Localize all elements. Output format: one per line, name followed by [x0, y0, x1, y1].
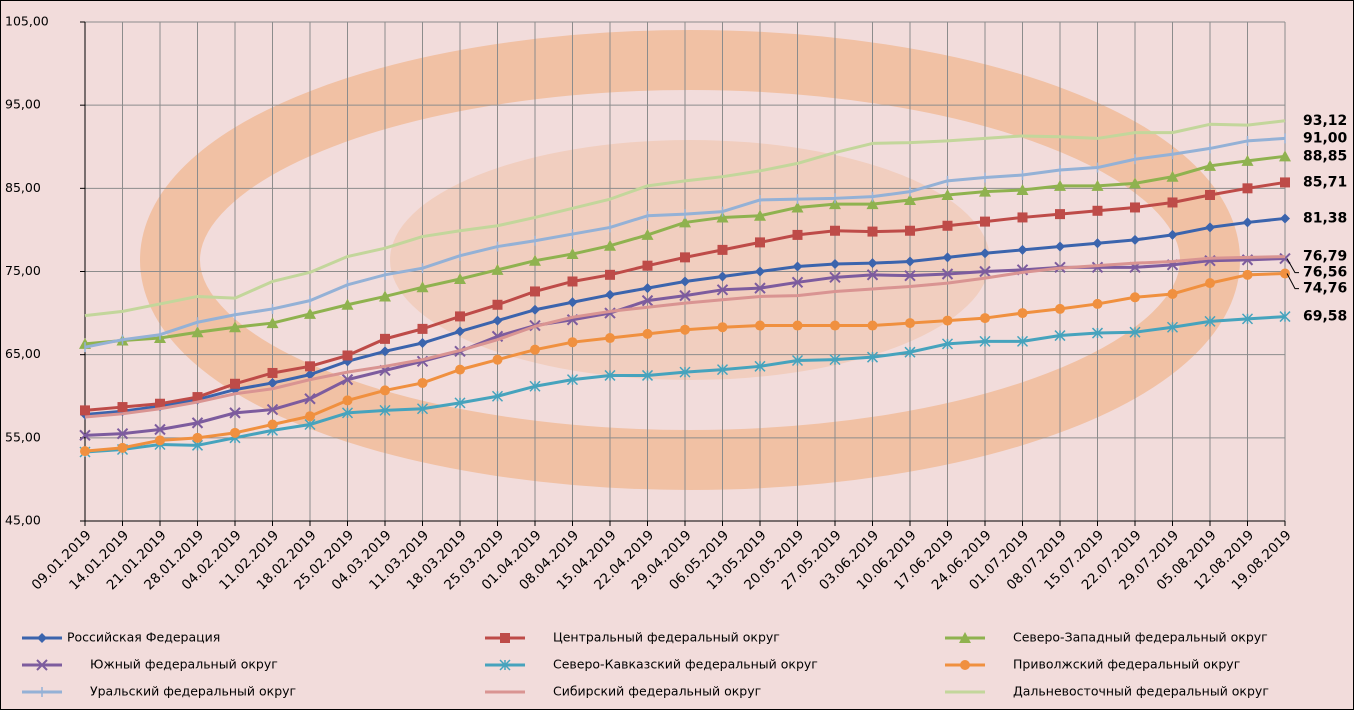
data-label: 88,85 — [1303, 148, 1347, 164]
marker — [1018, 212, 1028, 222]
data-label: 74,76 — [1303, 281, 1347, 297]
marker — [830, 226, 840, 236]
data-label: 93,12 — [1303, 113, 1347, 129]
chart: 45,0055,0065,0075,0085,0095,00105,0009.0… — [0, 0, 1354, 710]
legend-label: Северо-Западный федеральный округ — [1013, 630, 1268, 645]
marker — [980, 217, 990, 227]
marker — [343, 350, 353, 360]
marker — [305, 361, 315, 371]
marker — [793, 321, 803, 331]
marker — [193, 433, 203, 443]
y-tick-label: 85,00 — [5, 180, 41, 195]
marker — [1093, 206, 1103, 216]
marker — [905, 318, 915, 328]
marker — [605, 270, 615, 280]
legend-label: Дальневосточный федеральный округ — [1013, 684, 1269, 699]
marker — [868, 227, 878, 237]
marker — [380, 385, 390, 395]
y-tick-label: 105,00 — [5, 14, 49, 29]
marker — [1243, 270, 1253, 280]
marker — [1280, 177, 1290, 187]
marker — [755, 321, 765, 331]
marker — [943, 316, 953, 326]
marker — [1205, 190, 1215, 200]
marker — [1130, 292, 1140, 302]
marker — [830, 321, 840, 331]
marker — [718, 245, 728, 255]
marker — [418, 378, 428, 388]
marker — [605, 333, 615, 343]
y-tick-label: 95,00 — [5, 97, 41, 112]
marker — [980, 313, 990, 323]
marker — [493, 355, 503, 365]
marker — [80, 405, 90, 415]
marker — [718, 322, 728, 332]
marker — [455, 311, 465, 321]
y-tick-label: 55,00 — [5, 429, 41, 444]
marker — [1018, 308, 1028, 318]
marker — [80, 446, 90, 456]
marker — [118, 443, 128, 453]
marker — [755, 237, 765, 247]
marker — [680, 252, 690, 262]
marker — [680, 325, 690, 335]
marker — [380, 334, 390, 344]
marker — [455, 365, 465, 375]
legend-label: Южный федеральный округ — [90, 657, 278, 672]
data-label: 85,71 — [1303, 174, 1347, 190]
marker — [230, 379, 240, 389]
marker — [118, 402, 128, 412]
legend-label: Приволжский федеральный округ — [1013, 657, 1240, 672]
legend-label: Российская Федерация — [67, 630, 220, 645]
marker — [568, 337, 578, 347]
marker — [793, 230, 803, 240]
marker — [960, 660, 970, 670]
marker — [343, 395, 353, 405]
marker — [643, 329, 653, 339]
marker — [905, 226, 915, 236]
marker — [1055, 304, 1065, 314]
legend-label: Сибирский федеральный округ — [553, 684, 761, 699]
marker — [1093, 299, 1103, 309]
data-label: 76,56 — [1303, 265, 1347, 281]
y-tick-label: 75,00 — [5, 263, 41, 278]
marker — [1205, 278, 1215, 288]
marker — [530, 286, 540, 296]
data-label: 76,79 — [1303, 249, 1347, 265]
marker — [305, 411, 315, 421]
marker — [493, 300, 503, 310]
marker — [643, 261, 653, 271]
data-label: 91,00 — [1303, 130, 1348, 146]
legend-label: Центральный федеральный округ — [553, 630, 780, 645]
marker — [1168, 197, 1178, 207]
marker — [1243, 183, 1253, 193]
marker — [1168, 289, 1178, 299]
marker — [268, 420, 278, 430]
marker — [155, 435, 165, 445]
legend-label: Северо-Кавказский федеральный округ — [553, 657, 818, 672]
marker — [868, 321, 878, 331]
marker — [568, 276, 578, 286]
legend-label: Уральский федеральный округ — [90, 684, 296, 699]
marker — [530, 345, 540, 355]
data-label: 81,38 — [1303, 210, 1347, 226]
data-label: 69,58 — [1303, 309, 1347, 325]
marker — [268, 368, 278, 378]
marker — [1130, 202, 1140, 212]
y-tick-label: 65,00 — [5, 346, 41, 361]
marker — [230, 428, 240, 438]
marker — [418, 324, 428, 334]
marker — [943, 221, 953, 231]
y-tick-label: 45,00 — [5, 513, 41, 528]
marker — [500, 633, 510, 643]
marker — [1055, 209, 1065, 219]
